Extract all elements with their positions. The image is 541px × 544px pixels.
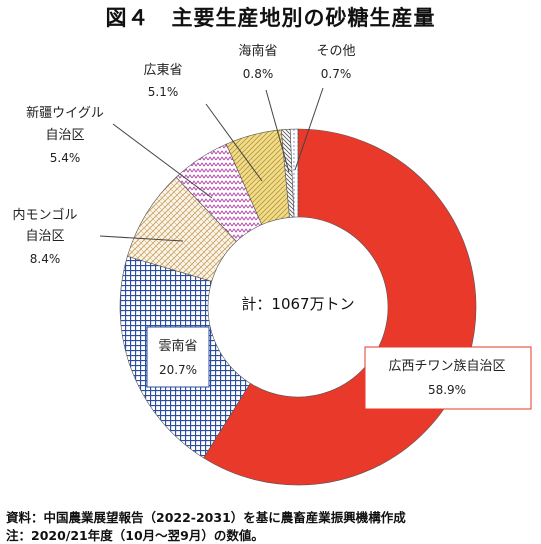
slice-label-広東省: 広東省 — [143, 62, 182, 78]
slice-label-雲南省: 雲南省 — [158, 338, 197, 354]
slice-value-広西チワン族自治区: 58.9% — [428, 383, 466, 397]
leader-line-新疆ウイグル自治区 — [112, 123, 213, 199]
slice-value-広東省: 5.1% — [148, 85, 179, 99]
slice-label-海南省: 海南省 — [238, 43, 277, 59]
slice-label-その他: その他 — [316, 44, 355, 59]
slice-その他 — [289, 128, 299, 218]
source-note: 資料：中国農業展望報告（2022-2031）を基に農畜産業振興機構作成 — [6, 510, 406, 525]
chart-title: 図４ 主要生産地別の砂糖生産量 — [105, 6, 436, 30]
slice-label-新疆ウイグル自治区-line-1: 新疆ウイグル — [26, 105, 104, 121]
slice-value-雲南省: 20.7% — [159, 363, 197, 377]
slice-label-内モンゴル自治区-line-2: 自治区 — [25, 229, 64, 244]
footnote: 注：2020/21年度（10月～翌9月）の数値。 — [6, 528, 264, 543]
slice-label-内モンゴル自治区-line-1: 内モンゴル — [12, 207, 77, 223]
leader-line-内モンゴル自治区 — [99, 235, 184, 242]
slice-value-その他: 0.7% — [321, 67, 352, 81]
leader-line-その他 — [294, 87, 324, 171]
leader-line-広東省 — [205, 103, 263, 182]
slice-label-新疆ウイグル自治区-line-2: 自治区 — [45, 128, 84, 143]
slice-value-内モンゴル自治区: 8.4% — [30, 252, 61, 266]
leader-line-海南省 — [265, 89, 290, 173]
slice-value-新疆ウイグル自治区: 5.4% — [50, 151, 81, 165]
slice-label-広西チワン族自治区: 広西チワン族自治区 — [388, 358, 505, 374]
slice-value-海南省: 0.8% — [243, 67, 274, 81]
center-total-label: 計：1067万トン — [241, 295, 354, 313]
label-box-雲南省 — [146, 326, 210, 388]
label-box-広西チワン族自治区 — [364, 346, 532, 410]
